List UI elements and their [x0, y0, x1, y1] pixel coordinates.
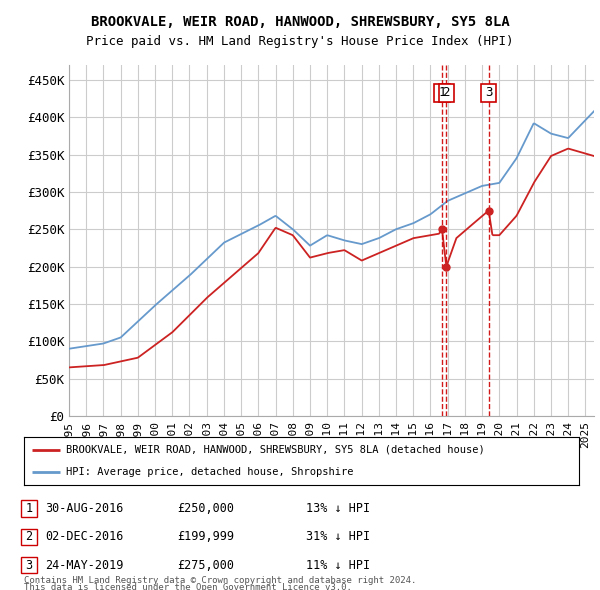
Text: Price paid vs. HM Land Registry's House Price Index (HPI): Price paid vs. HM Land Registry's House …	[86, 35, 514, 48]
Text: 24-MAY-2019: 24-MAY-2019	[45, 559, 124, 572]
Text: 2: 2	[443, 86, 450, 99]
Text: 13% ↓ HPI: 13% ↓ HPI	[306, 502, 370, 515]
Text: 2: 2	[25, 530, 32, 543]
Bar	[434, 84, 450, 102]
Text: This data is licensed under the Open Government Licence v3.0.: This data is licensed under the Open Gov…	[24, 582, 352, 590]
Text: 1: 1	[438, 86, 446, 99]
Bar	[21, 529, 37, 545]
Text: 02-DEC-2016: 02-DEC-2016	[45, 530, 124, 543]
Text: 3: 3	[485, 86, 493, 99]
Text: £275,000: £275,000	[177, 559, 234, 572]
Text: Contains HM Land Registry data © Crown copyright and database right 2024.: Contains HM Land Registry data © Crown c…	[24, 576, 416, 585]
Text: HPI: Average price, detached house, Shropshire: HPI: Average price, detached house, Shro…	[65, 467, 353, 477]
Bar	[481, 84, 496, 102]
Text: 1: 1	[25, 502, 32, 515]
Text: 30-AUG-2016: 30-AUG-2016	[45, 502, 124, 515]
Text: BROOKVALE, WEIR ROAD, HANWOOD, SHREWSBURY, SY5 8LA (detached house): BROOKVALE, WEIR ROAD, HANWOOD, SHREWSBUR…	[65, 445, 484, 455]
Bar	[21, 557, 37, 573]
Text: £199,999: £199,999	[177, 530, 234, 543]
Text: BROOKVALE, WEIR ROAD, HANWOOD, SHREWSBURY, SY5 8LA: BROOKVALE, WEIR ROAD, HANWOOD, SHREWSBUR…	[91, 15, 509, 29]
Text: 11% ↓ HPI: 11% ↓ HPI	[306, 559, 370, 572]
Text: 3: 3	[25, 559, 32, 572]
Bar	[439, 84, 454, 102]
Bar	[21, 500, 37, 517]
Text: 31% ↓ HPI: 31% ↓ HPI	[306, 530, 370, 543]
Text: £250,000: £250,000	[177, 502, 234, 515]
